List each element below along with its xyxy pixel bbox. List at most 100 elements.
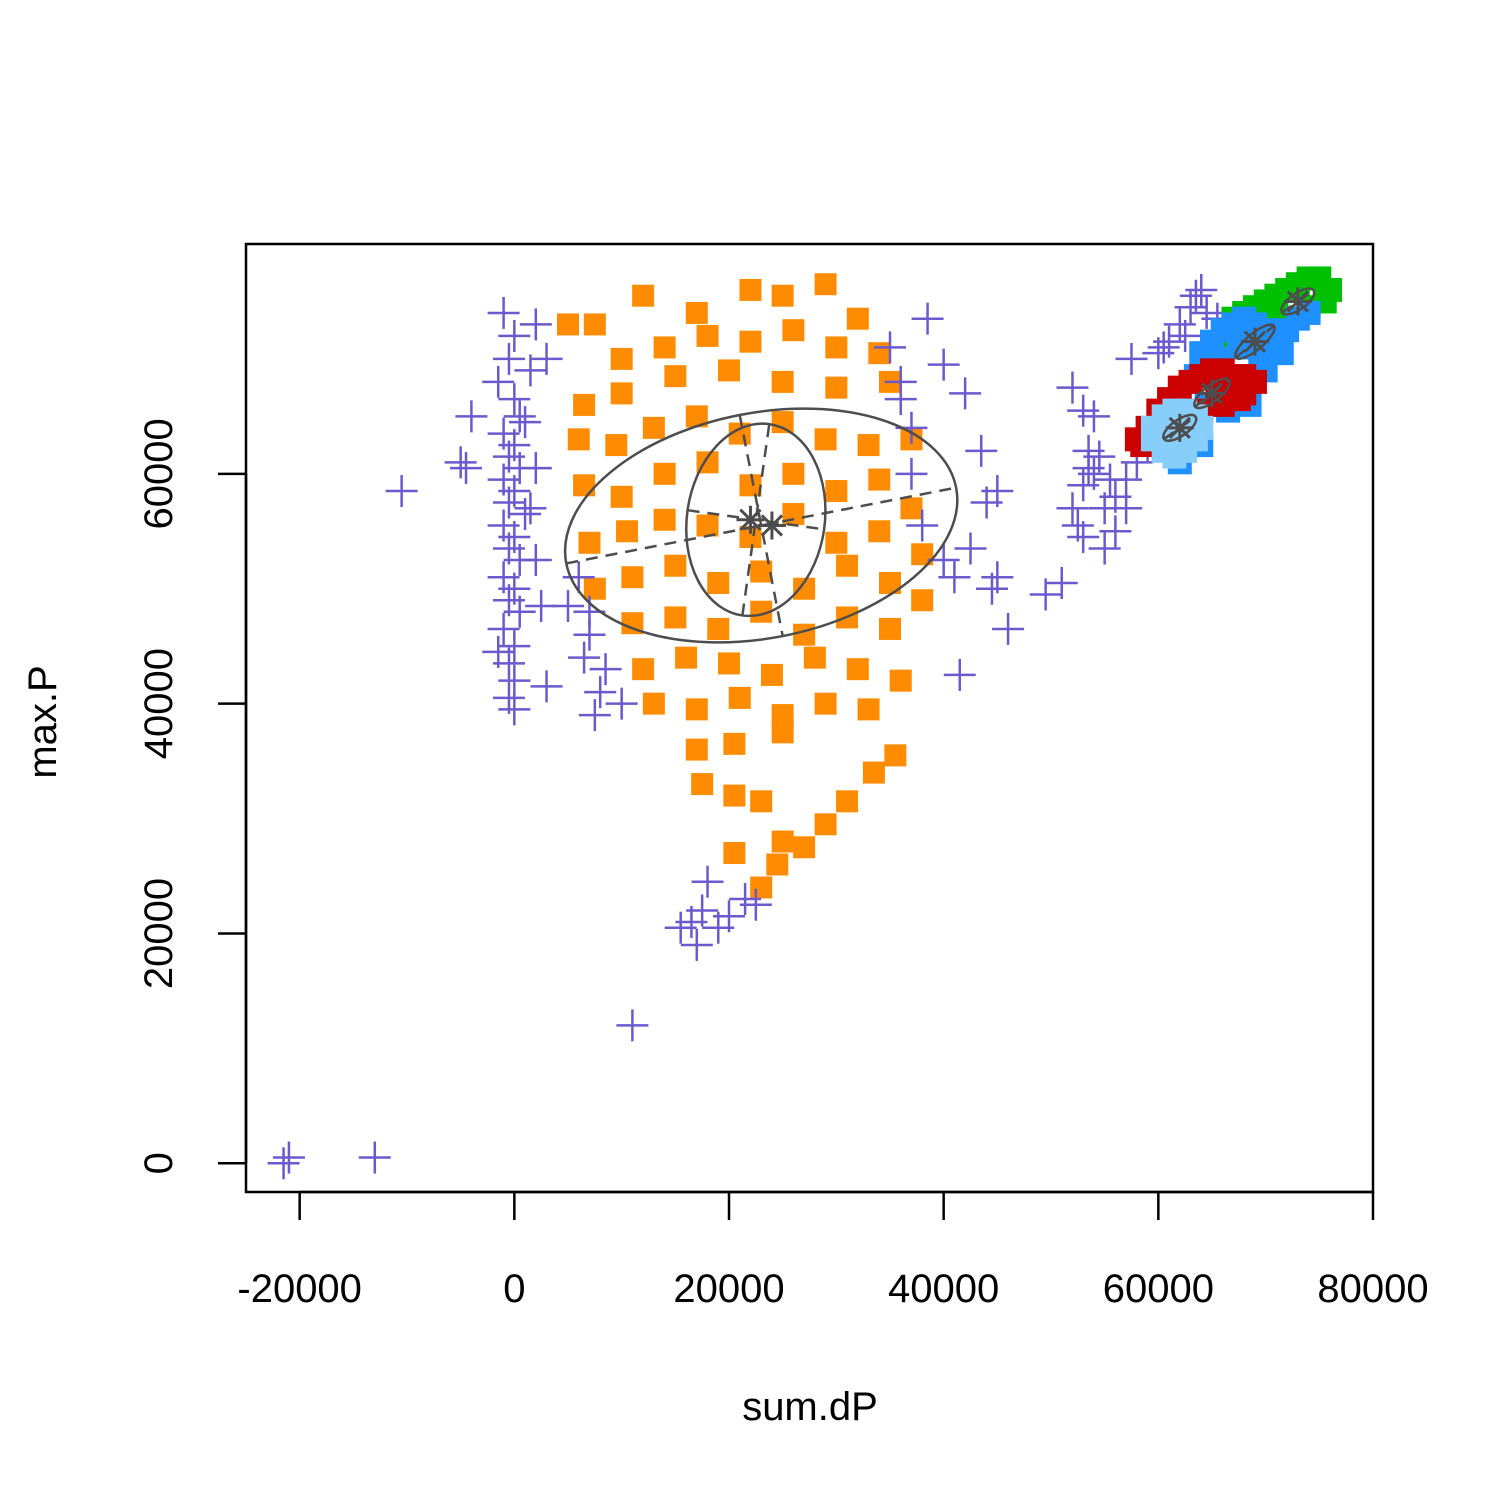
- point-orange: [642, 692, 665, 715]
- point-purple: [487, 296, 520, 329]
- point-orange: [750, 790, 773, 813]
- series-lightblue: [1140, 398, 1214, 469]
- point-orange: [621, 612, 644, 635]
- point-purple: [385, 475, 418, 508]
- point-orange: [573, 474, 596, 497]
- series-purple: [267, 273, 1234, 1180]
- point-orange: [846, 307, 869, 330]
- point-purple: [938, 561, 971, 594]
- cluster-center-marker: [1165, 413, 1194, 442]
- point-orange: [583, 577, 606, 600]
- point-orange: [691, 773, 714, 796]
- point-orange: [814, 273, 837, 296]
- cluster-center-marker: [1240, 327, 1269, 356]
- x-tick-label: 20000: [673, 1267, 784, 1311]
- point-purple: [498, 319, 531, 352]
- point-orange: [610, 347, 633, 370]
- point-orange: [664, 606, 687, 629]
- y-axis-label: max.P: [21, 665, 65, 778]
- point-orange: [884, 744, 907, 767]
- point-purple: [1077, 400, 1110, 433]
- point-purple: [1088, 532, 1121, 565]
- point-purple: [503, 595, 536, 628]
- point-orange: [718, 652, 740, 675]
- y-tick-label: 60000: [137, 418, 181, 529]
- point-orange: [771, 284, 794, 307]
- y-tick-label: 0: [137, 1152, 181, 1174]
- point-orange: [836, 790, 859, 813]
- point-purple: [686, 894, 719, 927]
- points-layer: [267, 266, 1343, 1180]
- point-orange: [793, 623, 816, 646]
- point-orange: [578, 531, 601, 554]
- x-tick-label: 0: [503, 1267, 525, 1311]
- x-tick-label: 80000: [1317, 1267, 1428, 1311]
- point-orange: [868, 468, 891, 491]
- point-orange: [771, 830, 794, 853]
- point-orange: [857, 698, 880, 721]
- point-purple: [272, 1141, 305, 1174]
- point-purple: [927, 348, 960, 381]
- point-purple: [455, 400, 488, 433]
- point-orange: [793, 577, 816, 600]
- point-orange: [664, 554, 687, 577]
- point-purple: [1083, 440, 1116, 473]
- point-purple: [884, 383, 917, 416]
- point-orange: [739, 330, 762, 353]
- cluster-ellipse: [563, 407, 959, 644]
- point-purple: [519, 452, 552, 485]
- point-purple: [1094, 463, 1127, 496]
- point-orange: [610, 485, 633, 508]
- point-orange: [825, 336, 848, 359]
- point-orange: [632, 658, 655, 681]
- point-orange: [718, 359, 740, 382]
- point-orange: [760, 663, 783, 686]
- series-orange: [557, 273, 934, 899]
- point-purple: [552, 589, 584, 622]
- point-orange: [610, 382, 633, 405]
- point-purple: [965, 434, 998, 467]
- point-orange: [696, 514, 719, 537]
- point-orange: [707, 617, 730, 640]
- point-purple: [1115, 342, 1148, 375]
- point-purple: [444, 446, 477, 479]
- cluster-center-marker: [1283, 287, 1312, 316]
- point-orange: [803, 646, 826, 669]
- point-orange: [605, 434, 628, 457]
- point-orange: [728, 686, 751, 709]
- point-orange: [739, 526, 762, 549]
- point-purple: [906, 509, 939, 542]
- point-orange: [653, 336, 676, 359]
- point-purple: [981, 475, 1014, 508]
- point-purple: [1185, 273, 1218, 306]
- point-orange: [723, 732, 746, 755]
- point-purple: [578, 699, 611, 732]
- point-purple: [895, 457, 928, 490]
- y-axis: 0 20000 40000 60000: [137, 418, 248, 1174]
- point-orange: [583, 313, 606, 336]
- x-axis: -20000 0 20000 40000 60000 80000: [237, 1190, 1429, 1311]
- point-purple: [691, 865, 724, 898]
- y-tick-label: 40000: [137, 648, 181, 759]
- point-purple: [498, 383, 531, 416]
- point-orange: [750, 876, 773, 899]
- point-purple: [943, 658, 976, 691]
- point-purple: [498, 630, 531, 663]
- point-orange: [862, 761, 885, 784]
- point-orange: [685, 698, 708, 721]
- point-orange: [750, 600, 773, 623]
- point-orange: [723, 842, 746, 865]
- point-orange: [771, 370, 794, 393]
- point-orange: [846, 658, 869, 681]
- cluster-center-marker: [757, 511, 786, 540]
- point-orange: [664, 365, 687, 388]
- point-orange: [771, 411, 794, 434]
- point-purple: [482, 365, 515, 398]
- point-purple: [1056, 371, 1089, 404]
- point-purple: [1147, 331, 1180, 364]
- x-tick-label: -20000: [237, 1267, 362, 1311]
- point-orange: [814, 692, 837, 715]
- point-purple: [514, 492, 547, 525]
- point-orange: [911, 589, 934, 612]
